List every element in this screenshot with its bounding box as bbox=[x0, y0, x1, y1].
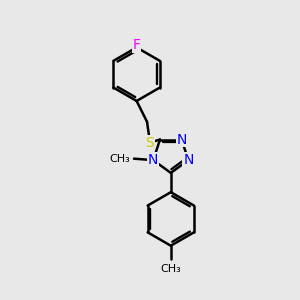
Text: F: F bbox=[133, 38, 141, 52]
Text: N: N bbox=[176, 133, 187, 146]
Text: N: N bbox=[183, 153, 194, 167]
Text: S: S bbox=[146, 136, 154, 150]
Text: N: N bbox=[148, 153, 158, 167]
Text: CH₃: CH₃ bbox=[160, 264, 181, 274]
Text: CH₃: CH₃ bbox=[110, 154, 130, 164]
